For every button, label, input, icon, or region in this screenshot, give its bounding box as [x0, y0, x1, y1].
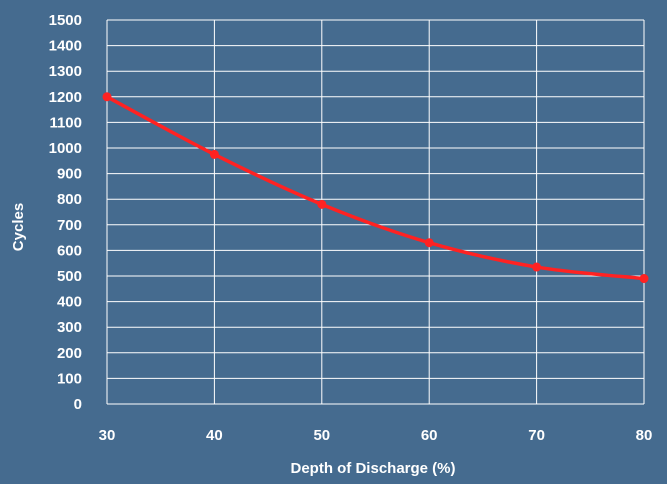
x-axis-title: Depth of Discharge (%) — [290, 460, 455, 477]
y-tick-label: 1100 — [49, 114, 82, 131]
x-tick-label: 30 — [99, 427, 116, 444]
y-tick-label: 300 — [57, 319, 82, 336]
x-tick-label: 40 — [206, 427, 223, 444]
x-tick-label: 80 — [636, 427, 653, 444]
y-tick-label: 900 — [57, 166, 82, 183]
data-point — [532, 262, 542, 272]
grid — [106, 19, 645, 405]
y-tick-label: 500 — [57, 268, 82, 285]
x-tick-label: 50 — [313, 427, 330, 444]
y-tick-label: 600 — [57, 242, 82, 259]
data-point — [424, 238, 434, 248]
y-tick-label: 1400 — [49, 38, 82, 55]
y-tick-label: 0 — [74, 396, 82, 413]
y-tick-label: 1200 — [49, 89, 82, 106]
y-tick-label: 400 — [57, 294, 82, 311]
y-tick-label: 200 — [57, 345, 82, 362]
data-point — [209, 149, 219, 159]
y-tick-label: 1000 — [49, 140, 82, 157]
y-tick-label: 1500 — [49, 12, 82, 29]
y-axis-ticks: 0 100 200 300 400 500 600 700 800 900 1000 1100 1200… — [49, 12, 82, 413]
data-point — [317, 199, 327, 209]
x-tick-label: 70 — [528, 427, 545, 444]
x-axis-ticks: 30 40 50 60 70 80 — [99, 427, 653, 444]
y-tick-label: 800 — [57, 191, 82, 208]
y-tick-label: 100 — [57, 370, 82, 387]
y-axis-title: Cycles — [10, 203, 27, 251]
y-tick-label: 1300 — [49, 63, 82, 80]
series-layer — [102, 92, 649, 284]
series-line — [105, 95, 646, 281]
y-tick-label: 700 — [57, 217, 82, 234]
data-point — [102, 92, 112, 102]
x-tick-label: 60 — [421, 427, 438, 444]
data-point — [639, 274, 649, 284]
